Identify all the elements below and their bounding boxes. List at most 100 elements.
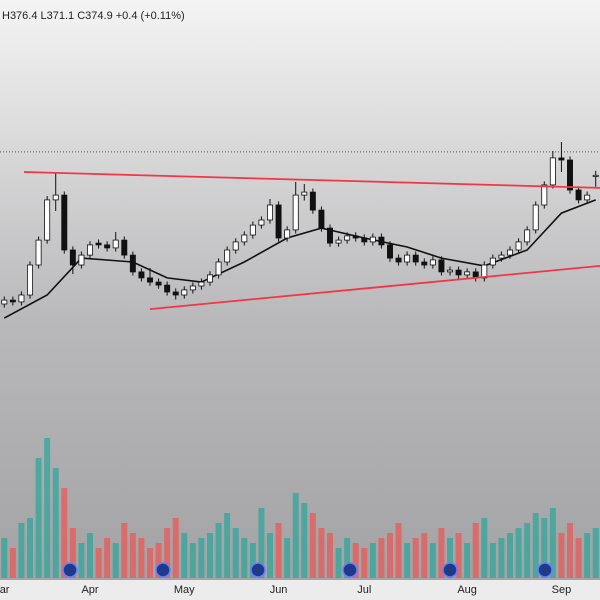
event-icon[interactable] — [62, 562, 78, 578]
candle-body — [327, 227, 333, 244]
candle-body — [69, 249, 76, 266]
x-tick-label: Jun — [270, 584, 288, 596]
candle-body — [575, 189, 582, 201]
volume-bar — [215, 523, 222, 578]
volume-bar — [404, 543, 411, 578]
event-icon[interactable] — [537, 562, 553, 578]
candle-body — [138, 271, 145, 279]
candle-body — [27, 264, 33, 296]
event-icon[interactable] — [442, 562, 458, 578]
volume-bar — [541, 518, 548, 578]
candle-body — [292, 194, 299, 231]
volume-bar — [481, 518, 488, 578]
volume-bar — [584, 533, 591, 578]
candle-body — [198, 281, 205, 287]
volume-bar — [35, 458, 42, 578]
volume-bar — [52, 468, 59, 578]
volume-bar — [87, 533, 93, 578]
candle-body — [9, 299, 16, 303]
volume-bar — [438, 528, 445, 578]
volume-bar — [567, 523, 573, 578]
volume-bar — [447, 538, 453, 578]
volume-bar — [198, 538, 205, 578]
x-tick-label: Sep — [552, 584, 572, 596]
candle-body — [241, 234, 248, 243]
moving-average — [3, 199, 597, 319]
volume-bar — [558, 533, 565, 578]
volume-bar — [335, 548, 342, 578]
volume-bar — [472, 523, 479, 578]
candle-body — [189, 285, 196, 291]
volume-bar — [515, 528, 522, 578]
volume-bar — [369, 543, 376, 578]
volume-bar — [241, 538, 248, 578]
volume-bar — [455, 533, 462, 578]
candle-body — [301, 191, 308, 196]
trendline — [149, 265, 600, 310]
candle-body — [438, 259, 445, 273]
candle-body — [489, 257, 496, 266]
candle-body — [1, 299, 8, 305]
candle-body — [352, 235, 359, 239]
candle-body — [584, 194, 591, 201]
candle-body — [558, 157, 565, 161]
candle-body — [224, 249, 231, 263]
x-tick-label: Aug — [457, 584, 477, 596]
candle-body — [87, 244, 93, 256]
volume-bar — [18, 523, 25, 578]
candle-body — [387, 244, 393, 259]
candle-body — [104, 244, 111, 249]
volume-bar — [95, 548, 102, 578]
candle-body — [44, 199, 51, 241]
candle-body — [155, 281, 162, 286]
candle-body — [541, 184, 548, 206]
volume-bar — [292, 493, 299, 578]
candle-body — [112, 239, 119, 249]
candle-body — [592, 174, 599, 177]
candle-body — [404, 254, 411, 263]
candle-body — [121, 239, 128, 256]
volume-bar — [575, 538, 582, 578]
candle-body — [361, 237, 368, 243]
volume-bar — [318, 528, 325, 578]
candle-body — [344, 235, 351, 241]
candle-body — [447, 269, 453, 273]
volume-bar — [309, 513, 316, 578]
candle-body — [61, 194, 68, 251]
volume-bar — [344, 538, 351, 578]
candle-body — [429, 259, 436, 266]
volume-bar — [147, 548, 153, 578]
volume-bar — [232, 528, 239, 578]
candle-body — [498, 254, 505, 259]
event-icon[interactable] — [155, 562, 171, 578]
volume-bar — [524, 523, 531, 578]
candle-body — [249, 224, 256, 236]
volume-bar — [104, 538, 111, 578]
volume-bar — [121, 523, 128, 578]
volume-bar — [112, 543, 119, 578]
volume-bar — [258, 508, 265, 578]
x-tick-label: Mar — [0, 584, 10, 596]
candle-body — [275, 204, 282, 239]
volume-bar — [284, 538, 291, 578]
volume-bar — [155, 543, 162, 578]
volume-bar — [532, 513, 539, 578]
candle-body — [147, 277, 153, 283]
event-icon[interactable] — [342, 562, 358, 578]
volume-bar — [189, 543, 196, 578]
volume-bar — [207, 533, 213, 578]
volume-bar — [172, 518, 179, 578]
volume-bar — [498, 538, 505, 578]
volume-bar — [129, 533, 136, 578]
candle-body — [369, 236, 376, 243]
candle-body — [52, 194, 59, 201]
candle-body — [378, 236, 385, 246]
candle-body — [258, 219, 265, 226]
candle-body — [549, 157, 556, 186]
candle-body — [455, 269, 462, 276]
event-icon[interactable] — [250, 562, 266, 578]
event-markers — [62, 562, 553, 578]
candle-body — [412, 254, 419, 263]
candle-body — [464, 271, 471, 276]
volume-bar — [412, 538, 419, 578]
